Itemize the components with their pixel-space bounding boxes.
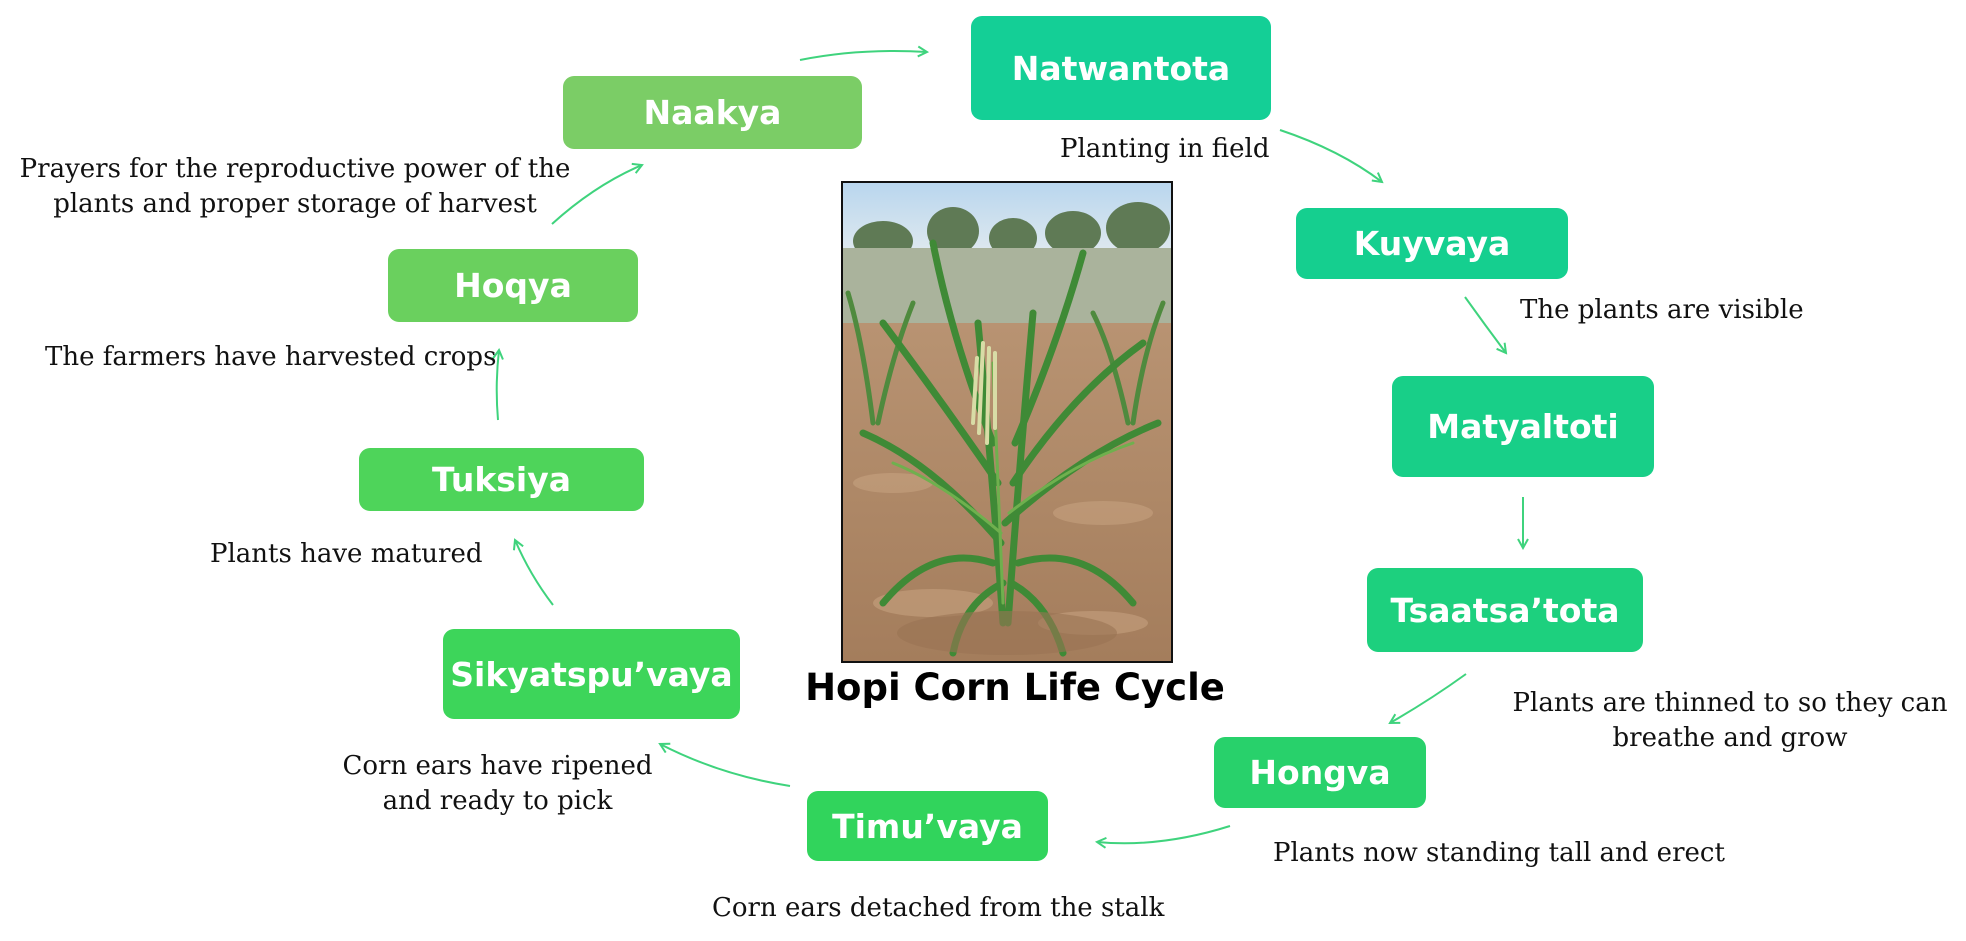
stage-timuvaya: Timu’vaya [807,791,1048,861]
stage-matyaltoti: Matyaltoti [1392,376,1654,477]
desc-plants-matured: Plants have matured [210,539,483,569]
arrow-kuyvaya-to-matyaltoti [1464,296,1506,353]
arrow-tuksiya-to-hoqya [497,350,499,421]
desc-planting-in-field: Planting in field [1060,134,1270,164]
stage-label: Sikyatspu’vaya [450,654,733,694]
desc-line: plants and proper storage of harvest [53,189,537,219]
desc-line: Corn ears have ripened [342,751,653,781]
desc-line: Plants are thinned to so they can [1512,688,1948,718]
diagram-title: Hopi Corn Life Cycle [805,666,1225,709]
stage-label: Timu’vaya [832,806,1023,846]
stage-tsaatsatota: Tsaatsa’tota [1367,568,1643,652]
stage-label: Tsaatsa’tota [1390,590,1620,630]
desc-line: Prayers for the reproductive power of th… [19,154,571,184]
stage-label: Kuyvaya [1353,224,1511,263]
desc-ears-detached: Corn ears detached from the stalk [712,893,1165,923]
stage-kuyvaya: Kuyvaya [1296,208,1568,279]
stage-tuksiya: Tuksiya [359,448,644,511]
arrow-sikyatspuvaya-to-tuksiya [515,540,554,606]
arrow-hongva-to-timuvaya [1097,825,1231,843]
arrow-tsaatsatota-to-hongva [1390,673,1467,723]
arrow-naakya-to-natwantota [799,51,927,61]
stage-label: Tuksiya [431,460,572,499]
stage-label: Hoqya [454,266,572,305]
corn-plant-photo [841,181,1173,663]
desc-farmers-harvested: The farmers have harvested crops [45,342,497,372]
desc-line: breathe and grow [1612,723,1848,753]
desc-plants-visible: The plants are visible [1520,295,1804,325]
arrow-timuvaya-to-sikyatspuvaya [660,744,791,787]
stage-label: Naakya [643,93,782,132]
desc-prayers: Prayers for the reproductive power of th… [15,152,575,222]
arrow-natwantota-to-kuyvaya [1279,129,1382,182]
corn-plant-icon [843,183,1171,661]
stage-label: Hongva [1249,753,1391,792]
stage-natwantota: Natwantota [971,16,1271,120]
desc-plants-thinned: Plants are thinned to so they can breath… [1510,686,1950,756]
desc-corn-ripened: Corn ears have ripened and ready to pick [320,749,675,819]
stage-sikyatspuvaya: Sikyatspu’vaya [443,629,740,719]
stage-hoqya: Hoqya [388,249,638,322]
stage-label: Matyaltoti [1427,407,1619,446]
stage-naakya: Naakya [563,76,862,149]
desc-standing-tall: Plants now standing tall and erect [1273,838,1725,868]
stage-hongva: Hongva [1214,737,1426,808]
desc-line: and ready to pick [382,786,613,816]
stage-label: Natwantota [1011,48,1231,88]
